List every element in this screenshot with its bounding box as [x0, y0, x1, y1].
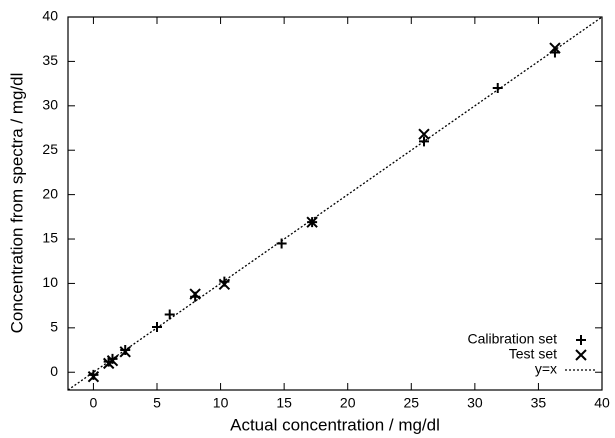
cross-marker: [189, 288, 201, 300]
plus-marker: [419, 136, 429, 147]
legend-marker: [576, 335, 586, 345]
x-tick-label: 40: [594, 395, 610, 411]
x-axis-label: Actual concentration / mg/dl: [230, 415, 440, 434]
plus-marker: [88, 369, 99, 380]
cross-marker: [418, 128, 430, 140]
plot-frame: [67, 16, 603, 391]
x-tick-label: 0: [90, 395, 98, 411]
cross-marker: [218, 278, 231, 291]
legend-marker: [575, 349, 587, 361]
cross-marker: [306, 216, 318, 228]
legend-label: Test set: [509, 346, 557, 362]
x-tick-label: 5: [153, 395, 161, 411]
cross-marker: [549, 42, 561, 54]
reference-line: [68, 17, 602, 390]
y-tick-label: 15: [42, 230, 58, 246]
y-tick-label: 5: [50, 319, 58, 335]
y-axis-label: Concentration from spectra / mg/dl: [7, 73, 26, 334]
cross-marker: [87, 370, 100, 383]
plus-marker: [152, 321, 162, 332]
x-tick-label: 10: [213, 395, 229, 411]
x-tick-label: 35: [531, 395, 547, 411]
y-tick-label: 25: [42, 141, 58, 157]
plus-marker: [164, 309, 175, 320]
y-tick-label: 10: [42, 274, 58, 290]
x-tick-label: 20: [340, 395, 356, 411]
x-tick-label: 30: [467, 395, 483, 411]
y-tick-label: 0: [50, 363, 58, 379]
plus-marker: [492, 83, 503, 94]
y-tick-label: 40: [42, 8, 58, 24]
legend-label: Calibration set: [468, 331, 558, 347]
legend-label: y=x: [535, 361, 557, 377]
y-tick-label: 35: [42, 52, 58, 68]
y-tick-label: 20: [42, 185, 58, 201]
y-tick-label: 30: [42, 97, 58, 113]
x-tick-label: 25: [403, 395, 419, 411]
x-tick-label: 15: [276, 395, 292, 411]
